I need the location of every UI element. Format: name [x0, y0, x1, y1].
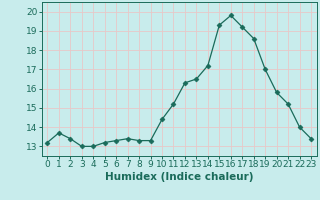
X-axis label: Humidex (Indice chaleur): Humidex (Indice chaleur)	[105, 172, 253, 182]
